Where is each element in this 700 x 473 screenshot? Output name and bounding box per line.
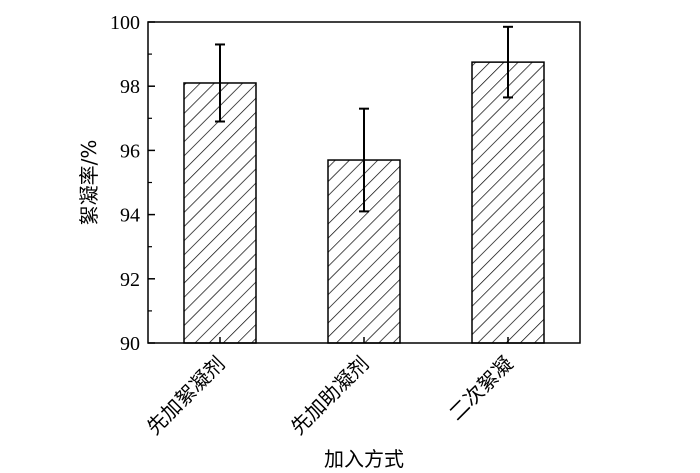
y-axis-title: 絮凝率/% <box>77 140 101 226</box>
y-tick-label-4: 96 <box>120 140 140 162</box>
x-tick-label-2: 先加助凝剂 <box>286 352 374 440</box>
y-tick-label-2: 92 <box>120 269 140 291</box>
bar-1 <box>183 82 257 344</box>
x-tick-label-3: 二次絮凝 <box>444 352 518 426</box>
error-bars-layer <box>215 25 513 213</box>
y-tick-label-5: 98 <box>120 76 140 98</box>
y-axis: 90 92 94 96 98 100 <box>110 12 155 355</box>
x-axis: 先加絮凝剂 先加助凝剂 二次絮凝 <box>142 337 518 439</box>
y-tick-label-6: 100 <box>110 12 140 34</box>
x-axis-title: 加入方式 <box>324 447 404 471</box>
x-tick-label-1: 先加絮凝剂 <box>142 352 230 440</box>
y-tick-label-1: 90 <box>120 333 140 355</box>
y-tick-label-3: 94 <box>120 205 140 227</box>
bar-3 <box>471 61 545 344</box>
